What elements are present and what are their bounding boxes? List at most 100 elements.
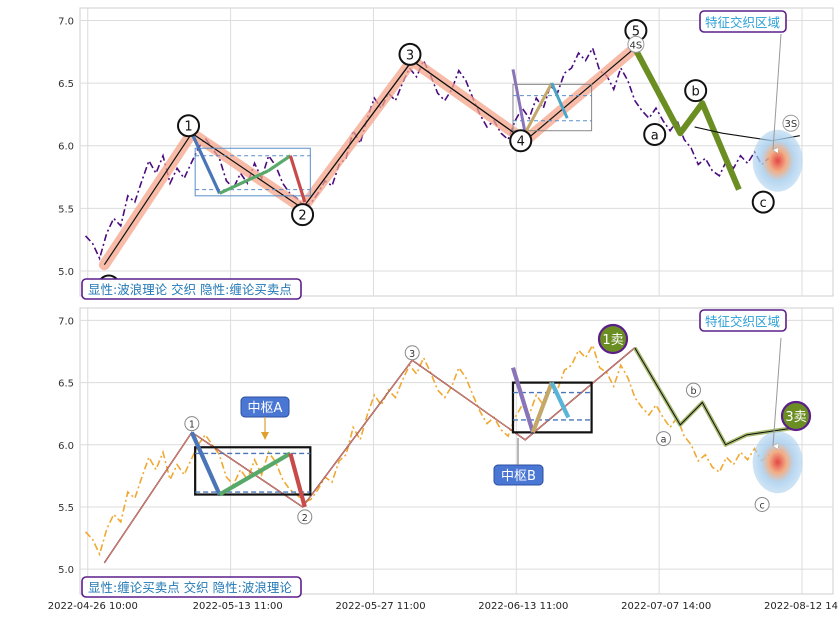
top-y-tick-labels: 5.0 5.5 6.0 6.5 7.0 [58,17,74,278]
y-tick-label: 5.0 [58,267,74,278]
bottom-y-tick-labels: 5.0 5.5 6.0 6.5 7.0 [58,316,74,576]
chan-stroke [189,431,222,496]
small-wave-circle [754,496,770,512]
center-box [194,147,311,197]
price-line [84,343,770,557]
small-wave-text: b [690,386,696,397]
x-tick-label: 2022-08-12 14:00 [764,601,839,612]
small-wave-text: a [661,435,667,446]
y-tick-label: 6.0 [58,441,74,452]
y-tick-label: 5.5 [58,204,74,215]
top-plot-area [79,7,834,297]
correction-line [634,347,798,446]
wave-label-1: 1 [177,114,201,138]
small-wave-circle [685,382,701,398]
correction-wave [632,46,742,191]
y-tick-label: 6.5 [58,379,74,390]
sub-wave [511,69,527,134]
small-wave-text: c [760,500,765,511]
small-wave-circle [404,345,420,361]
chan-stroke [218,451,292,497]
small-wave-circle [297,509,313,525]
wave-label-circle [684,79,708,103]
sell-3-marker-circle [780,400,812,432]
x-tick-label: 2022-05-13 11:00 [193,601,283,612]
chan-stroke [530,381,554,434]
wave-label-circle [643,122,667,146]
top-caption-text: 显性:波浪理论 交织 隐性:缠论买卖点 [88,282,292,297]
sell-3-marker-text: 3卖 [785,410,806,425]
wave-label-text: 5 [632,25,640,40]
y-tick-label: 5.5 [58,503,74,514]
wave-line-inner [104,347,636,564]
wave-label-3: 3 [398,42,422,66]
wave-label-text: 3 [406,48,414,63]
wave-label-c: c [751,190,775,214]
bottom-feature-label: 特征交织区域 [699,309,787,332]
sub-wave [218,169,269,195]
wave-label-circle [509,129,533,153]
center-a-callout-text: 中枢A [248,401,283,416]
sell-3-marker: 3卖 [780,400,812,432]
small-wave-circle [782,114,800,132]
center-a-box [194,446,312,496]
top-feature-label: 特征交织区域 [699,10,787,33]
y-tick-label: 6.0 [58,142,74,153]
wave-label-4: 4 [509,129,533,153]
y-tick-label: 5.0 [58,565,74,576]
y-tick-label: 7.0 [58,17,74,28]
wave-label-text: c [760,196,767,211]
sub-wave [550,82,569,119]
sub-wave [190,132,221,194]
small-wave-text: 4S [630,40,643,51]
small-wave-text: 3S [785,119,798,130]
wave-label-circle [398,42,422,66]
wave-label-text: 4 [517,135,525,150]
sub-wave [267,154,292,173]
wave-thin-line [411,60,526,142]
wave-label-b: b [684,79,708,103]
feature-arrow [773,33,782,150]
wave-label-text: 1 [184,120,192,135]
bottom-caption: 显性:缠论买卖点 交织 隐性:波浪理论 [81,576,302,598]
feature-hotspot [752,129,803,192]
top-caption: 显性:波浪理论 交织 隐性:缠论买卖点 [81,278,302,300]
x-tick-label: 2022-05-27 11:00 [335,601,425,612]
small-wave-circle [627,35,645,53]
sell-1-marker-circle [597,323,629,355]
bottom-feature-text: 特征交织区域 [705,314,780,329]
wave-label-text: a [651,128,659,143]
center-a-callout: 中枢A [240,396,290,418]
x-tick-label: 2022-07-07 14:00 [621,601,711,612]
wave-thin-line [302,60,413,209]
sell-1-marker-text: 1卖 [602,333,623,348]
wave-label-circle [291,203,315,227]
small-wave-text: 1 [189,420,195,431]
x-tick-label: 2022-06-13 11:00 [478,601,568,612]
chan-stroke [510,367,535,433]
sub-wave [288,155,307,203]
wave-label-a: a [643,122,667,146]
bottom-panel: 5.05.56.06.57.0 中枢A中枢B1卖3卖0123abc 显性:缠论买… [58,307,834,598]
bottom-caption-text: 显性:缠论买卖点 交织 隐性:波浪理论 [88,580,292,595]
wave-label-text: b [692,85,700,100]
y-tick-label: 7.0 [58,316,74,327]
top-feature-text: 特征交织区域 [705,15,780,30]
x-tick-labels: 2022-04-26 10:00 2022-05-13 11:00 2022-05-… [48,601,839,612]
bottom-plot-area [79,307,834,595]
wave-label-text: 2 [298,209,306,224]
wave-label-circle [177,114,201,138]
small-wave-text: 2 [302,513,308,524]
top-grid [80,8,833,296]
wave-label-5: 5 [624,19,648,43]
small-wave-circle [184,416,200,432]
center-b-callout-text: 中枢B [501,469,536,484]
y-tick-label: 6.5 [58,79,74,90]
chan-stroke [549,381,571,419]
feature-hotspot [752,431,803,494]
small-wave-circle [656,431,672,447]
wave-label-circle [751,190,775,214]
sub-wave [523,82,554,134]
